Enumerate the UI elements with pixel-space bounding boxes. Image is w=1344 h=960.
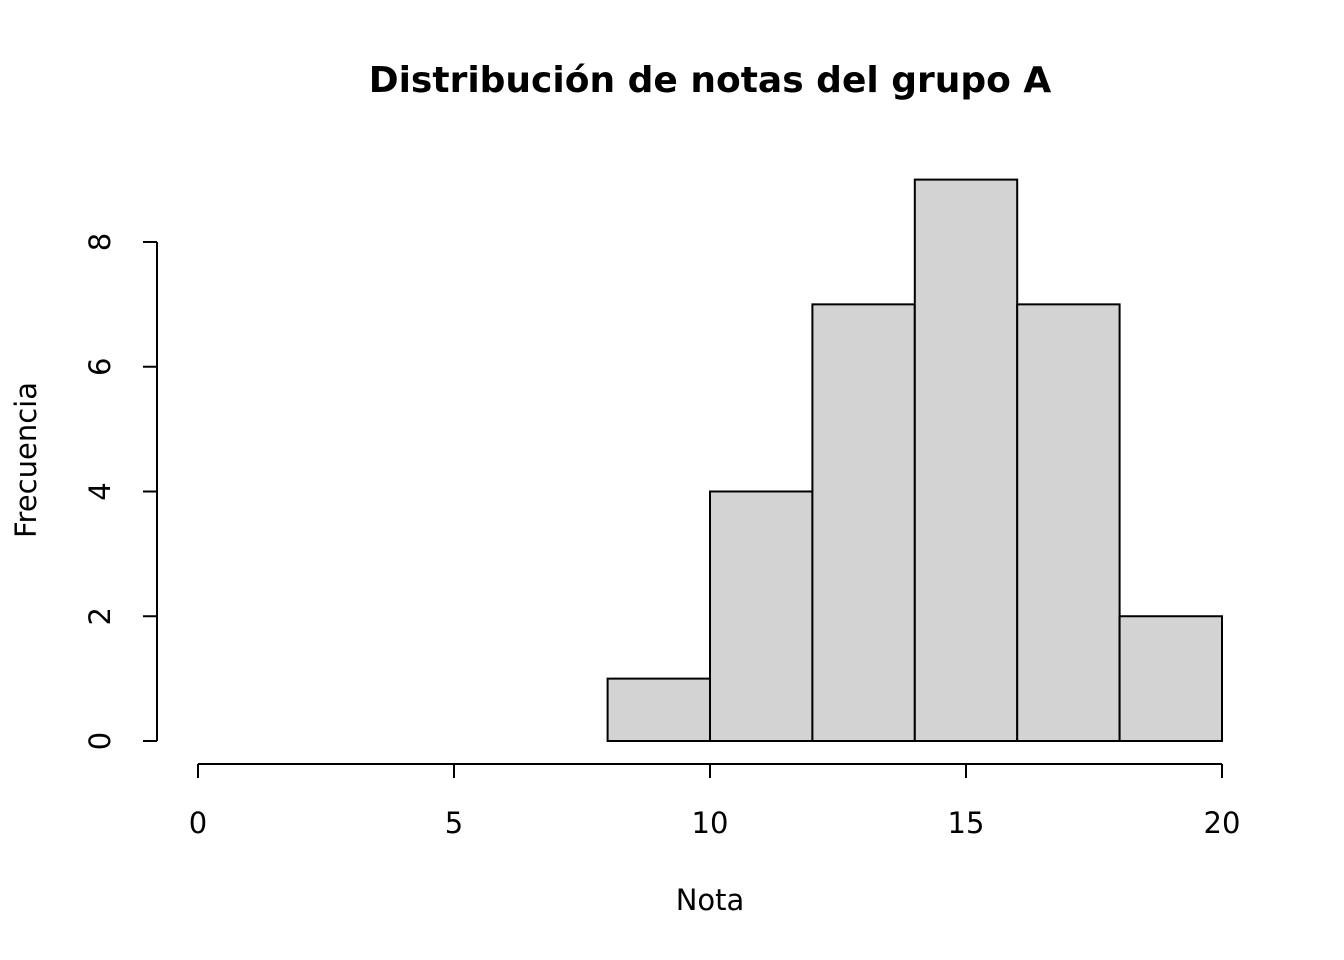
- y-tick-label: 6: [83, 358, 117, 376]
- x-axis-label: Nota: [676, 883, 745, 917]
- x-tick-label: 5: [445, 806, 463, 840]
- bar: [913, 178, 1019, 743]
- bar: [1118, 615, 1223, 742]
- bar: [606, 677, 711, 742]
- y-tick-label: 2: [83, 607, 117, 625]
- bar: [811, 303, 916, 742]
- y-tick-label: 4: [83, 482, 117, 500]
- x-tick-label: 20: [1204, 806, 1241, 840]
- x-tick-label: 10: [692, 806, 729, 840]
- x-tick-label: 0: [189, 806, 207, 840]
- y-axis-label: Frecuencia: [9, 382, 43, 538]
- bar: [709, 490, 814, 742]
- y-tick-label: 0: [83, 732, 117, 750]
- bar: [1016, 303, 1121, 742]
- y-tick-label: 8: [83, 233, 117, 251]
- x-tick-label: 15: [948, 806, 985, 840]
- chart-title: Distribución de notas del grupo A: [369, 60, 1052, 101]
